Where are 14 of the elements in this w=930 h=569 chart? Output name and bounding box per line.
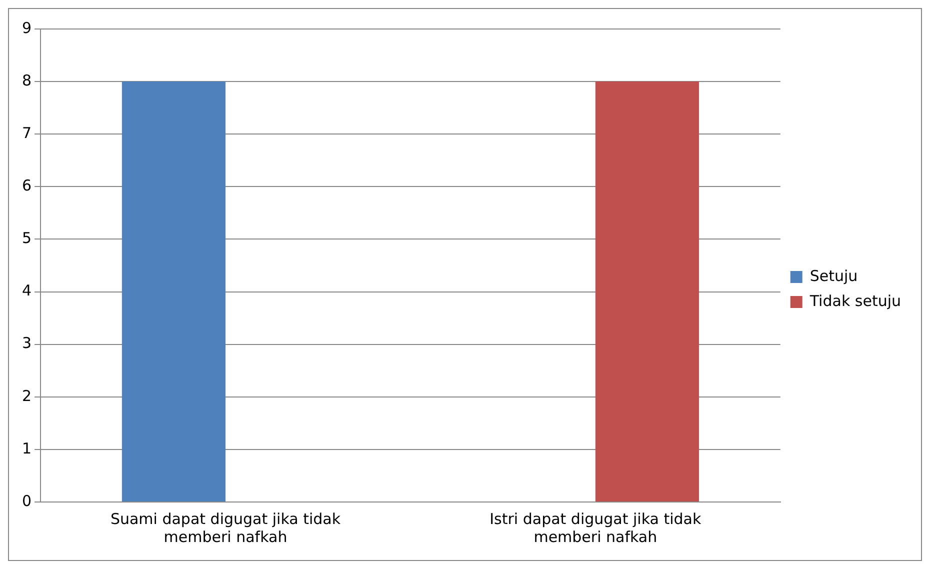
x-tick-label: Istri dapat digugat jika tidak memberi nafkah [490, 510, 702, 546]
y-tick-label: 9 [22, 18, 32, 37]
y-tick-label: 1 [22, 439, 32, 458]
legend-label: Tidak setuju [808, 292, 902, 310]
y-tick-label: 3 [22, 334, 32, 352]
y-tick-label: 5 [22, 229, 32, 248]
y-tick-label: 0 [22, 492, 32, 510]
legend-label: Setuju [810, 266, 858, 285]
y-tick-label: 7 [22, 124, 32, 142]
y-tick-label: 8 [22, 71, 32, 90]
y-tick-label: 2 [22, 386, 32, 405]
x-tick-label: Suami dapat digugat jika tidak memberi nafkah [110, 510, 341, 546]
y-tick-label: 4 [22, 282, 32, 300]
y-tick-label: 6 [22, 176, 32, 195]
